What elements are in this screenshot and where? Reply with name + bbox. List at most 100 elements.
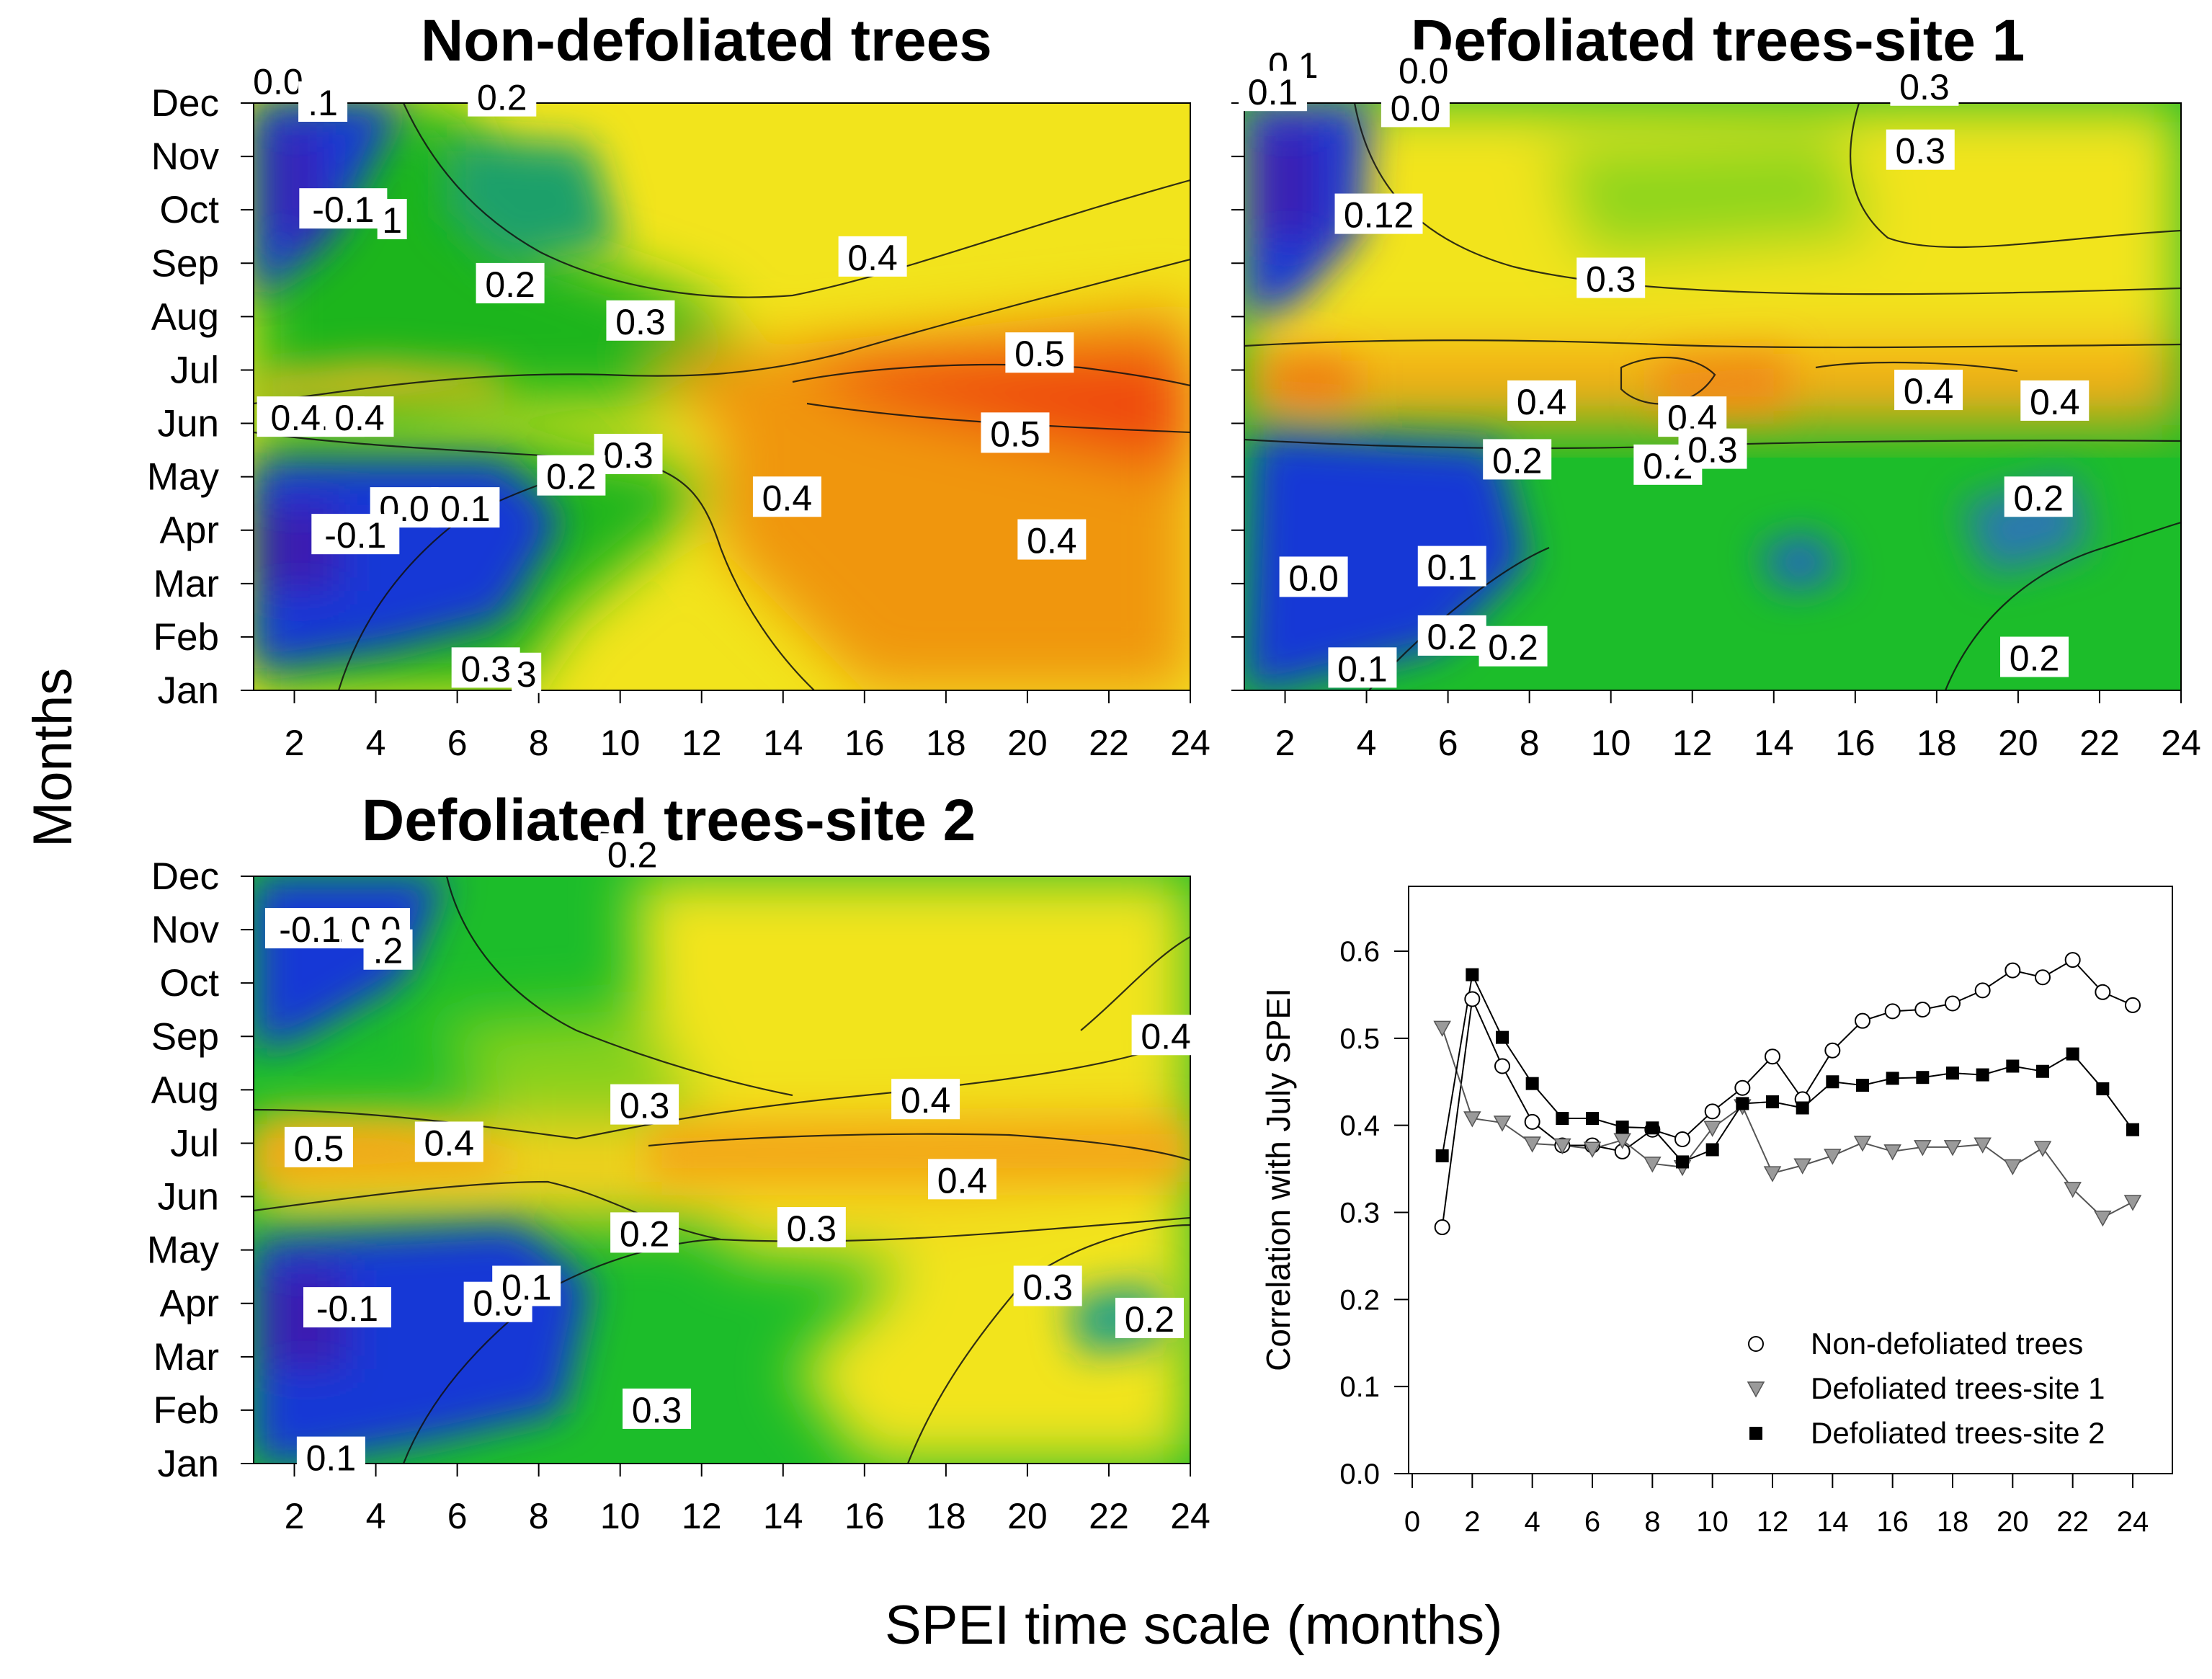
p1-contour-label: 1 bbox=[377, 199, 407, 241]
svg-text:0.3: 0.3 bbox=[1022, 1268, 1073, 1308]
series-1-point bbox=[1765, 1048, 1780, 1065]
p3-xtick-label: 4 bbox=[366, 1496, 386, 1536]
svg-text:3: 3 bbox=[517, 654, 537, 695]
p1-contour-label: .1 bbox=[298, 81, 348, 123]
p4-ytick-label: 0.4 bbox=[1339, 1110, 1380, 1142]
p1-xtick-label: 18 bbox=[926, 723, 966, 763]
p4-ytick-label: 0.1 bbox=[1339, 1371, 1380, 1403]
legend-item: Defoliated trees-site 2 bbox=[1749, 1416, 2105, 1450]
p1-xtick-label: 2 bbox=[285, 723, 305, 763]
svg-text:0.5: 0.5 bbox=[1014, 334, 1065, 374]
p2-contour-label: 0.2 bbox=[1483, 439, 1552, 481]
svg-text:0.4: 0.4 bbox=[1027, 521, 1077, 561]
p2-contour-label: 0.0 bbox=[1389, 49, 1458, 92]
svg-text:0.3: 0.3 bbox=[603, 435, 654, 476]
svg-text:0.0: 0.0 bbox=[1391, 88, 1441, 128]
p1-month-label: May bbox=[147, 456, 220, 499]
p3-contour-label: 0.3 bbox=[777, 1207, 846, 1249]
series-3-point bbox=[1435, 1149, 1449, 1162]
p2-xtick-label: 14 bbox=[1754, 723, 1794, 763]
svg-text:0.4: 0.4 bbox=[901, 1080, 951, 1121]
p3-contour-label: 0.3 bbox=[623, 1388, 692, 1430]
svg-text:-0.1: -0.1 bbox=[312, 190, 374, 230]
series-3-point bbox=[1796, 1101, 1809, 1115]
svg-text:0.3: 0.3 bbox=[1586, 259, 1636, 300]
svg-text:.1: .1 bbox=[308, 83, 338, 123]
legend-marker bbox=[1747, 1381, 1765, 1398]
legend-label: Defoliated trees-site 2 bbox=[1811, 1416, 2105, 1450]
p3-contour-label: 0.3 bbox=[610, 1084, 679, 1126]
p1-contour-label: 0.3 bbox=[594, 434, 663, 476]
svg-text:0.0: 0.0 bbox=[1399, 51, 1449, 92]
p3-contour-label: 0.4 bbox=[891, 1079, 960, 1121]
svg-text:0.4: 0.4 bbox=[1904, 371, 1954, 411]
svg-text:0.1: 0.1 bbox=[1337, 649, 1388, 689]
series-2-point bbox=[1824, 1149, 1842, 1165]
series-2-point bbox=[1613, 1133, 1631, 1149]
series-line-2 bbox=[1441, 1028, 2133, 1219]
p4-ytick-label: 0.2 bbox=[1339, 1284, 1380, 1316]
series-3-point bbox=[1615, 1121, 1629, 1134]
p1-month-label: Dec bbox=[151, 82, 219, 125]
p1-month-label: Jun bbox=[158, 403, 219, 445]
p1-xtick-label: 22 bbox=[1089, 723, 1129, 763]
p3-xtick-label: 14 bbox=[763, 1496, 803, 1536]
svg-text:0.3: 0.3 bbox=[460, 649, 511, 689]
p3-xtick-label: 6 bbox=[447, 1496, 468, 1536]
p3-xtick-label: 18 bbox=[926, 1496, 966, 1536]
panel1-title: Non-defoliated trees bbox=[421, 8, 992, 74]
panel1-heatmap bbox=[253, 102, 1191, 691]
p2-xtick-label: 22 bbox=[2079, 723, 2120, 763]
legend-item: Non-defoliated trees bbox=[1748, 1327, 2083, 1360]
series-1-point bbox=[1824, 1042, 1841, 1059]
series-2-point bbox=[1553, 1138, 1571, 1155]
p3-contour-label: 0.2 bbox=[610, 1212, 679, 1254]
series-3-point bbox=[2066, 1047, 2079, 1061]
p3-month-label: Dec bbox=[151, 855, 219, 898]
svg-text:0.3: 0.3 bbox=[1687, 430, 1738, 471]
series-3-point bbox=[2096, 1082, 2110, 1095]
p3-xtick-label: 8 bbox=[529, 1496, 549, 1536]
p3-contour-label: 0.5 bbox=[284, 1126, 353, 1169]
series-3-point bbox=[1705, 1143, 1719, 1157]
p1-month-label: Aug bbox=[151, 295, 219, 338]
p3-xtick-label: 22 bbox=[1089, 1496, 1129, 1536]
svg-text:-0.1: -0.1 bbox=[324, 515, 386, 556]
series-1-point bbox=[2095, 984, 2111, 1000]
p3-contour-label: 0.2 bbox=[1115, 1297, 1184, 1340]
p4-xtick-label: 22 bbox=[2056, 1506, 2089, 1538]
p2-contour-label: 0.4 bbox=[1894, 370, 1963, 411]
series-2-point bbox=[1703, 1121, 1721, 1137]
p2-xtick-label: 2 bbox=[1275, 723, 1295, 763]
series-3-point bbox=[1525, 1077, 1539, 1090]
p2-contour-label: 0.0 bbox=[1279, 556, 1348, 598]
series-2-point bbox=[1974, 1137, 1992, 1154]
series-1-point bbox=[1974, 982, 1991, 999]
series-line-3 bbox=[1441, 972, 2133, 1163]
series-line-1 bbox=[1441, 958, 2133, 1228]
p1-contour-label: -0.1 bbox=[311, 514, 400, 556]
line-chart: 0.00.10.20.30.40.50.60 2 4 6 8 10 12 14 16 18 20 22… bbox=[1259, 886, 2173, 1538]
svg-text:0.2: 0.2 bbox=[607, 834, 658, 875]
p2-xtick-label: 10 bbox=[1591, 723, 1631, 763]
series-1-point bbox=[1945, 995, 1961, 1012]
p1-contour-label: 0.4 bbox=[752, 476, 821, 518]
p3-contour-label: -0.1 bbox=[303, 1287, 391, 1329]
svg-text:0.1: 0.1 bbox=[1248, 72, 1298, 112]
p1-xtick-label: 24 bbox=[1170, 723, 1210, 763]
legend-label: Defoliated trees-site 1 bbox=[1811, 1371, 2105, 1405]
p4-xtick-label: 10 bbox=[1696, 1506, 1729, 1538]
legend-marker bbox=[1748, 1336, 1764, 1352]
p2-contour-label: 0.4 bbox=[1507, 380, 1577, 422]
svg-text:0.2: 0.2 bbox=[485, 264, 535, 305]
p1-xtick-label: 14 bbox=[763, 723, 803, 763]
svg-text:0.4: 0.4 bbox=[762, 478, 813, 518]
series-3-point bbox=[2006, 1059, 2020, 1073]
p2-xtick-label: 12 bbox=[1672, 723, 1713, 763]
p4-xtick-label: 0 bbox=[1404, 1506, 1420, 1538]
legend-marker bbox=[1749, 1427, 1762, 1440]
p2-contour-label: 0.12 bbox=[1334, 193, 1423, 236]
series-1-point bbox=[2035, 969, 2051, 986]
p3-contour-label: 0.1 bbox=[296, 1436, 365, 1479]
